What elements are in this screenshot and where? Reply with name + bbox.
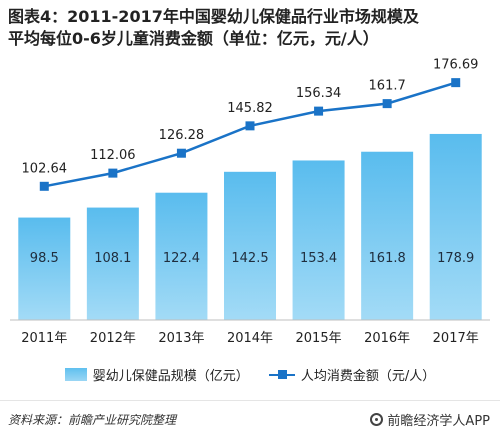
chart-title-line1: 图表4：2011-2017年中国婴幼儿保健品行业市场规模及	[8, 7, 419, 26]
line-value-label: 176.69	[433, 58, 479, 73]
brand-logo-icon	[370, 413, 384, 426]
line-value-label: 156.34	[296, 86, 342, 101]
line-value-label: 145.82	[227, 101, 273, 116]
line-point-2017年	[451, 78, 461, 88]
bar-value-label: 122.4	[163, 251, 200, 266]
bar-value-label: 161.8	[369, 251, 406, 266]
bar-2013年	[155, 192, 208, 320]
legend-item-line: 人均消费金额（元/人）	[268, 365, 436, 384]
x-tick-label: 2014年	[227, 331, 273, 346]
line-value-label: 102.64	[22, 161, 68, 176]
legend-swatch-bar	[64, 368, 87, 381]
bar-value-label: 178.9	[437, 251, 474, 266]
legend-item-bar: 婴幼儿保健品规模（亿元）	[64, 365, 249, 384]
x-tick-label: 2017年	[433, 331, 479, 346]
legend-label-bar: 婴幼儿保健品规模（亿元）	[92, 369, 249, 384]
line-point-2014年	[245, 121, 255, 131]
line-point-2015年	[314, 106, 324, 116]
line-point-2013年	[176, 148, 186, 158]
legend-label-line: 人均消费金额（元/人）	[300, 369, 436, 384]
line-value-label: 112.06	[90, 148, 136, 163]
bar-2015年	[292, 160, 345, 320]
line-point-2011年	[39, 181, 49, 191]
source-note: 资料来源：前瞻产业研究院整理	[8, 413, 177, 427]
brand-credit: 前瞻经济学人APP	[370, 410, 490, 429]
line-point-2012年	[108, 168, 118, 178]
bar-value-label: 153.4	[300, 251, 337, 266]
line-value-label: 126.28	[159, 128, 205, 143]
line-point-2016年	[382, 99, 392, 109]
chart-title: 图表4：2011-2017年中国婴幼儿保健品行业市场规模及 平均每位0-6岁儿童…	[8, 6, 492, 50]
bar-value-label: 108.1	[94, 251, 131, 266]
bar-2017年	[429, 133, 482, 320]
x-tick-label: 2011年	[21, 331, 67, 346]
bar-2012年	[86, 207, 139, 320]
chart-title-line2: 平均每位0-6岁儿童消费金额（单位：亿元，元/人）	[8, 29, 379, 48]
bar-2014年	[224, 171, 276, 320]
bar-series	[18, 133, 482, 320]
brand-name: 前瞻经济学人APP	[387, 414, 490, 429]
x-tick-label: 2016年	[364, 331, 410, 346]
x-tick-label: 2015年	[296, 331, 342, 346]
bar-2011年	[18, 217, 71, 320]
line-value-label: 161.7	[369, 79, 406, 94]
footer: 资料来源：前瞻产业研究院整理 前瞻经济学人APP	[0, 400, 500, 441]
legend-swatch-line	[268, 368, 295, 381]
x-tick-labels: 2011年 2012年 2013年 2014年 2015年 2016年 2017年	[21, 331, 479, 346]
x-tick-label: 2012年	[90, 331, 136, 346]
data-labels: 98.5 108.1 122.4 142.5 153.4 161.8 178.9 102.64…	[22, 58, 479, 266]
bar-value-label: 98.5	[30, 251, 59, 266]
x-tick-label: 2013年	[158, 331, 204, 346]
line-series	[39, 78, 461, 191]
bar-value-label: 142.5	[231, 251, 268, 266]
legend: 婴幼儿保健品规模（亿元） 人均消费金额（元/人）	[0, 365, 500, 384]
bar-2016年	[361, 151, 414, 320]
